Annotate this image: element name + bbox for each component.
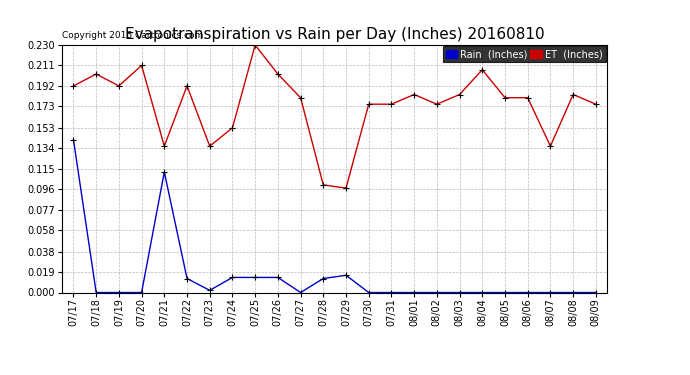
Text: Copyright 2016 Cartronics.com: Copyright 2016 Cartronics.com [62,31,204,40]
Legend: Rain  (Inches), ET  (Inches): Rain (Inches), ET (Inches) [443,46,606,62]
Title: Evapotranspiration vs Rain per Day (Inches) 20160810: Evapotranspiration vs Rain per Day (Inch… [125,27,544,42]
